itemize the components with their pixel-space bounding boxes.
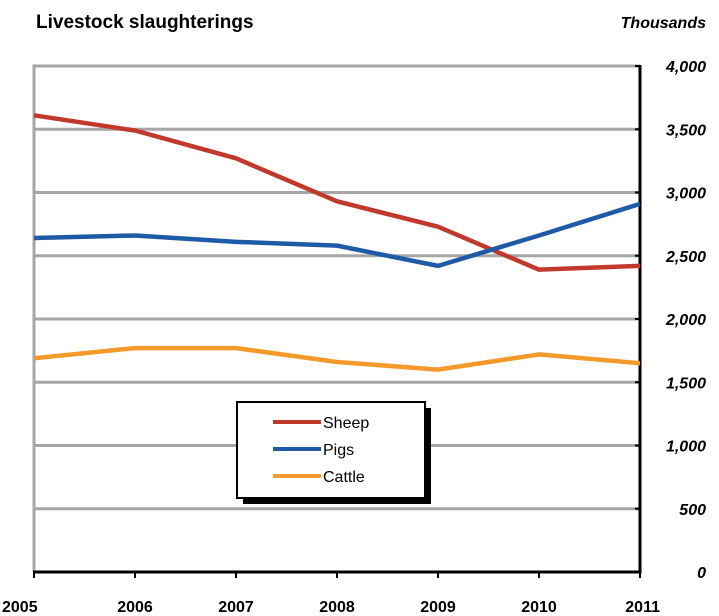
chart-title: Livestock slaughterings bbox=[36, 12, 254, 33]
series-lines bbox=[33, 113, 641, 372]
x-tick-label: 2009 bbox=[420, 599, 456, 616]
x-tick-label: 2007 bbox=[218, 599, 254, 616]
x-tick-label: 2008 bbox=[319, 599, 355, 616]
series-line-cattle bbox=[33, 345, 641, 372]
y-tick-label: 2,500 bbox=[665, 249, 706, 266]
y-tick-label: 4,000 bbox=[665, 59, 706, 76]
x-tick-label: 2006 bbox=[117, 599, 153, 616]
y-tick-label: 3,000 bbox=[666, 186, 706, 203]
series-line-pigs bbox=[33, 201, 641, 269]
units-label: Thousands bbox=[621, 15, 706, 32]
y-tick-label: 500 bbox=[679, 502, 706, 519]
legend-label: Pigs bbox=[323, 442, 354, 459]
legend-label: Sheep bbox=[323, 415, 369, 432]
x-tick-labels: 2005 2006 2007 2008 2009 2010 2011 bbox=[2, 599, 660, 616]
y-tick-label: 3,500 bbox=[666, 122, 706, 139]
x-tick-label: 2011 bbox=[625, 599, 660, 616]
y-tick-label: 0 bbox=[697, 565, 706, 582]
x-tick-label: 2005 bbox=[2, 599, 38, 616]
y-tick-label: 1,500 bbox=[666, 375, 706, 392]
legend-box bbox=[236, 401, 426, 499]
series-line-sheep bbox=[33, 113, 641, 272]
axes bbox=[33, 65, 642, 578]
y-tick-label: 2,000 bbox=[665, 312, 706, 329]
y-tick-labels: 0 500 1,000 1,500 2,000 2,500 3,000 3,500 4,000 bbox=[665, 59, 706, 582]
y-tick-label: 1,000 bbox=[666, 439, 706, 456]
legend: Sheep Pigs Cattle bbox=[236, 401, 431, 504]
x-tick-label: 2010 bbox=[521, 599, 557, 616]
legend-label: Cattle bbox=[323, 469, 365, 486]
